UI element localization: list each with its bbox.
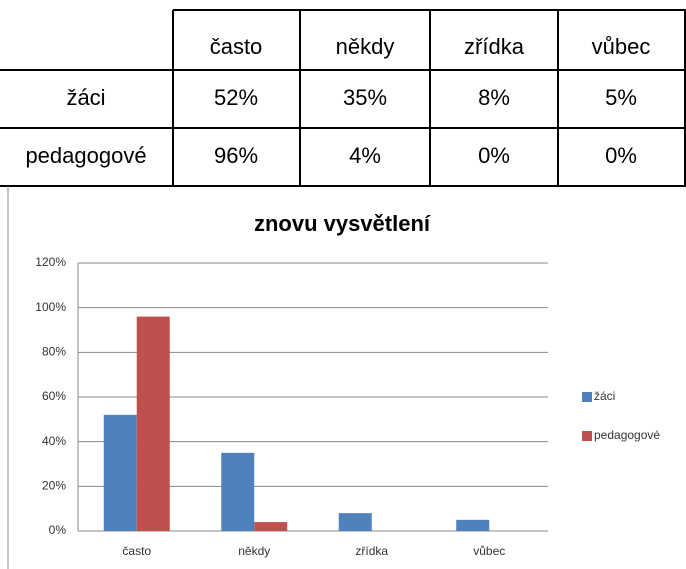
chart-title: znovu vysvětlení [254, 211, 431, 236]
table-cell: 0% [478, 143, 510, 168]
table-cell: 0% [605, 143, 637, 168]
table-header: často [210, 34, 263, 59]
y-tick-label: 40% [42, 434, 66, 448]
table-cell: 96% [214, 143, 258, 168]
y-tick-label: 0% [49, 523, 67, 537]
y-tick-label: 20% [42, 479, 66, 493]
x-tick-label: vůbec [473, 544, 505, 558]
table-header: někdy [336, 34, 395, 59]
table-cell: 52% [214, 85, 258, 110]
table-cell: pedagogové [25, 143, 146, 168]
table-cell: 35% [343, 85, 387, 110]
table-lines [0, 9, 686, 187]
x-tick-label: často [122, 544, 151, 558]
bar [221, 452, 255, 531]
table-cell: 8% [478, 85, 510, 110]
legend-label: pedagogové [594, 428, 660, 442]
y-tick-label: 120% [35, 255, 66, 269]
table-cell: žáci [66, 85, 105, 110]
table-cell: 5% [605, 85, 637, 110]
bar [456, 519, 490, 531]
y-tick-label: 100% [35, 300, 66, 314]
y-tick-label: 80% [42, 345, 66, 359]
legend-swatch [582, 392, 592, 402]
x-tick-label: zřídka [355, 544, 388, 558]
x-tick-label: někdy [238, 544, 270, 558]
table-header: vůbec [592, 34, 651, 59]
table-header: zřídka [464, 34, 525, 59]
legend-label: žáci [594, 389, 615, 403]
bar [103, 414, 137, 531]
bar [254, 522, 288, 531]
legend-swatch [582, 431, 592, 441]
bar [136, 316, 170, 531]
bar [338, 513, 372, 531]
y-tick-label: 60% [42, 389, 66, 403]
table-cell: 4% [349, 143, 381, 168]
